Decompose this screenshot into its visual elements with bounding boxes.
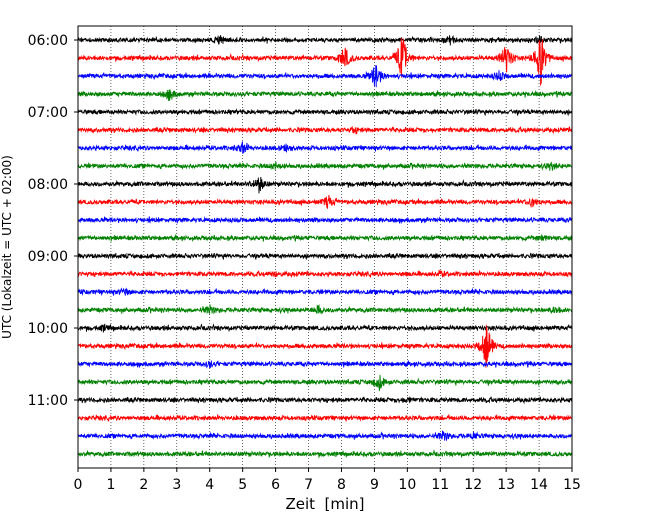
trace-0700 — [77, 108, 573, 117]
y-tick-label: 09:00 — [28, 249, 68, 265]
trace-0845 — [77, 234, 573, 243]
x-axis-ticks: 0 1 2 3 4 5 6 7 8 9 10 11 12 13 14 15 — [74, 468, 581, 493]
y-tick-label: 07:00 — [28, 105, 68, 121]
trace-1145 — [77, 448, 573, 458]
x-tick-label: 12 — [464, 477, 482, 493]
trace-0945 — [77, 303, 573, 315]
x-tick-label: 4 — [205, 477, 214, 493]
trace-series — [77, 34, 573, 458]
axes — [77, 25, 573, 469]
y-axis-label: UTC (Lokalzeit = UTC + 02:00) — [0, 155, 14, 339]
x-tick-label: 2 — [139, 477, 148, 493]
x-tick-label: 7 — [304, 477, 313, 493]
x-axis-label: Zeit [min] — [285, 495, 364, 513]
y-tick-label: 06:00 — [28, 33, 68, 49]
trace-1000 — [77, 323, 573, 333]
trace-1115 — [77, 414, 573, 422]
trace-0745 — [77, 161, 573, 172]
trace-0715 — [77, 125, 573, 135]
trace-1030 — [77, 360, 573, 369]
x-tick-label: 0 — [74, 477, 83, 493]
trace-0630 — [77, 65, 573, 88]
x-tick-label: 15 — [563, 477, 581, 493]
x-tick-label: 11 — [431, 477, 449, 493]
trace-0900 — [77, 252, 573, 261]
plot-frame — [77, 25, 573, 469]
x-tick-label: 14 — [530, 477, 548, 493]
x-tick-label: 8 — [337, 477, 346, 493]
y-tick-label: 08:00 — [28, 177, 68, 193]
x-tick-label: 6 — [271, 477, 280, 493]
trace-0645 — [77, 89, 573, 102]
trace-0915 — [77, 269, 573, 279]
x-tick-label: 9 — [370, 477, 379, 493]
trace-1100 — [77, 396, 573, 405]
trace-0800 — [77, 176, 573, 194]
trace-1015 — [77, 324, 573, 368]
trace-0730 — [77, 140, 573, 154]
trace-0615 — [77, 37, 573, 86]
y-axis-ticks: 06:00 07:00 08:00 09:00 10:00 11:00 — [28, 33, 78, 409]
x-tick-label: 3 — [172, 477, 181, 493]
x-tick-label: 13 — [497, 477, 515, 493]
x-tick-label: 5 — [238, 477, 247, 493]
y-tick-label: 10:00 — [28, 321, 68, 337]
x-tick-label: 10 — [398, 477, 416, 493]
trace-1045 — [77, 374, 573, 391]
trace-1130 — [77, 430, 573, 442]
y-tick-label: 11:00 — [28, 393, 68, 409]
trace-0600 — [77, 34, 573, 46]
trace-0830 — [77, 216, 573, 224]
trace-0815 — [77, 194, 573, 209]
x-tick-label: 1 — [106, 477, 115, 493]
trace-0930 — [77, 287, 573, 297]
